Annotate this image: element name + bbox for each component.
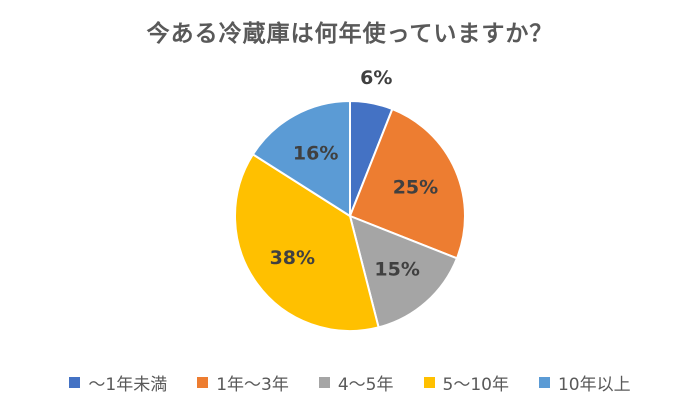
pie-slice-4 bbox=[234, 152, 380, 332]
legend-label: 4～5年 bbox=[337, 375, 394, 395]
legend-swatch bbox=[69, 377, 81, 388]
data-label-3: 15% bbox=[374, 258, 419, 280]
pie-slice-2 bbox=[348, 107, 466, 260]
legend-label: 10年以上 bbox=[557, 375, 631, 395]
legend-swatch bbox=[538, 377, 550, 388]
legend-swatch bbox=[318, 377, 330, 388]
pie-slice-3 bbox=[348, 214, 459, 329]
legend-swatch bbox=[423, 377, 435, 388]
data-label-2: 25% bbox=[393, 177, 438, 199]
pie-slice-5 bbox=[251, 99, 351, 218]
legend-label: 1年～3年 bbox=[216, 375, 289, 395]
data-label-1: 6% bbox=[360, 67, 392, 89]
legend-item-2: 1年～3年 bbox=[197, 370, 289, 395]
data-label-4: 38% bbox=[270, 247, 315, 269]
chart-legend: ～1年未満 1年～3年 4～5年 5～10年 10年以上 bbox=[0, 370, 700, 395]
legend-item-1: ～1年未満 bbox=[69, 370, 167, 395]
legend-label: ～1年未満 bbox=[88, 375, 168, 395]
legend-item-4: 5～10年 bbox=[423, 370, 509, 395]
data-label-5: 16% bbox=[293, 143, 338, 165]
legend-swatch bbox=[197, 377, 209, 388]
chart-title: 今ある冷蔵庫は何年使っていますか？ bbox=[146, 21, 554, 47]
legend-item-5: 10年以上 bbox=[538, 370, 631, 395]
legend-label: 5～10年 bbox=[442, 375, 509, 395]
legend-item-3: 4～5年 bbox=[318, 370, 394, 395]
